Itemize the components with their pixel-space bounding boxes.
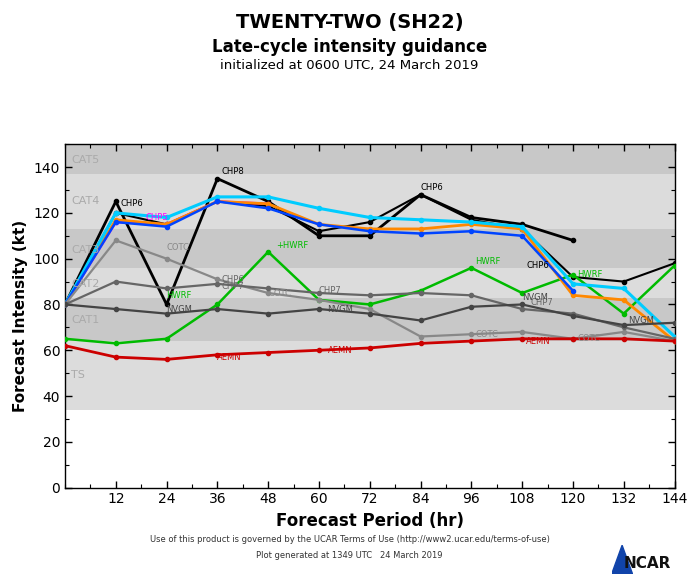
Text: AEMN: AEMN <box>327 346 352 355</box>
Text: AEMN: AEMN <box>526 336 551 346</box>
Text: HWRF: HWRF <box>166 291 192 300</box>
Bar <box>65 144 675 174</box>
Text: CHP6: CHP6 <box>421 183 443 192</box>
Text: CAT4: CAT4 <box>71 197 100 207</box>
Text: CHP7: CHP7 <box>319 286 342 295</box>
Text: TWENTY-TWO (SH22): TWENTY-TWO (SH22) <box>236 13 463 32</box>
Text: AEMN: AEMN <box>217 353 242 362</box>
Text: COTC: COTC <box>577 335 600 343</box>
Text: HWRF: HWRF <box>475 257 501 265</box>
Text: CAT3: CAT3 <box>71 245 99 254</box>
X-axis label: Forecast Period (hr): Forecast Period (hr) <box>276 512 463 530</box>
Text: COTC: COTC <box>166 243 189 252</box>
Text: +HWRF: +HWRF <box>277 241 309 249</box>
Text: CAT5: CAT5 <box>71 155 99 165</box>
Bar <box>65 229 675 268</box>
Bar <box>65 268 675 298</box>
Text: CAT1: CAT1 <box>71 316 99 325</box>
Text: NCAR: NCAR <box>624 556 671 571</box>
Text: initialized at 0600 UTC, 24 March 2019: initialized at 0600 UTC, 24 March 2019 <box>220 59 479 72</box>
Text: NVGM: NVGM <box>166 305 192 314</box>
Text: NVGM: NVGM <box>327 305 353 314</box>
Text: CHP8: CHP8 <box>222 167 245 177</box>
Text: NVGM: NVGM <box>628 316 654 325</box>
Text: COTC: COTC <box>268 288 291 298</box>
Text: CAT2: CAT2 <box>71 279 100 289</box>
Text: CHP7: CHP7 <box>531 298 554 307</box>
Text: CHP5: CHP5 <box>145 213 168 222</box>
Text: Late-cycle intensity guidance: Late-cycle intensity guidance <box>212 38 487 55</box>
Text: NVGM: NVGM <box>522 293 548 302</box>
Polygon shape <box>612 545 633 574</box>
Text: Use of this product is governed by the UCAR Terms of Use (http://www2.ucar.edu/t: Use of this product is governed by the U… <box>150 535 549 544</box>
Text: Plot generated at 1349 UTC   24 March 2019: Plot generated at 1349 UTC 24 March 2019 <box>257 551 442 560</box>
Text: HWRF: HWRF <box>577 270 603 279</box>
Text: CHP7: CHP7 <box>222 282 245 291</box>
Bar <box>65 341 675 410</box>
Text: TS: TS <box>71 370 85 380</box>
Text: CHP6: CHP6 <box>222 275 245 284</box>
Bar <box>65 298 675 341</box>
Text: CHP6: CHP6 <box>120 199 143 208</box>
Y-axis label: Forecast Intensity (kt): Forecast Intensity (kt) <box>13 220 28 412</box>
Bar <box>65 174 675 229</box>
Text: COTC: COTC <box>475 330 498 339</box>
Text: CHP6: CHP6 <box>526 261 549 270</box>
